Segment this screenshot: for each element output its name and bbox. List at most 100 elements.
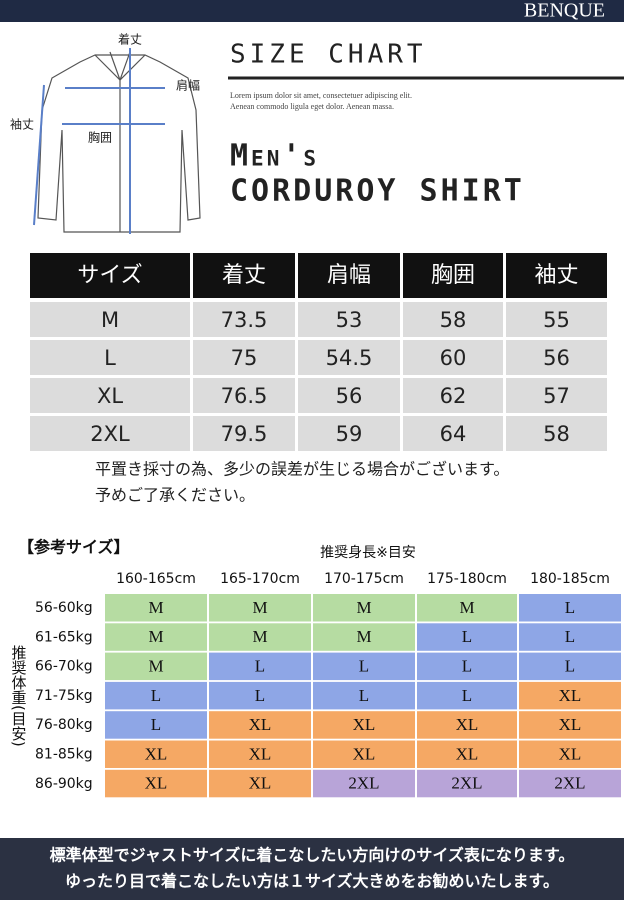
weight-header: 56-60kg	[35, 600, 93, 616]
table-cell-text: 58	[440, 308, 467, 332]
size-cell-text: XL	[353, 744, 376, 763]
footer-line: ゆったり目で着こなしたい方は１サイズ大きめをお勧めいたします。	[65, 872, 559, 891]
size-cell	[519, 681, 621, 710]
table-cell	[193, 302, 295, 337]
size-cell	[313, 740, 415, 768]
table-cell	[193, 378, 295, 413]
size-cell	[313, 681, 415, 710]
size-cell	[105, 711, 207, 739]
size-cell-text: M	[148, 657, 163, 676]
table-header-text: 肩幅	[327, 263, 371, 288]
size-cell-text: M	[459, 598, 474, 617]
table-cell	[298, 378, 400, 413]
table-cell-text: 75	[231, 346, 258, 370]
size-cell-text: L	[565, 657, 575, 676]
table-header-text: サイズ	[77, 263, 142, 288]
table-header-cell	[193, 253, 295, 298]
size-cell-text: M	[252, 627, 267, 646]
table-cell	[506, 340, 607, 375]
size-cell-text: M	[148, 598, 163, 617]
table-cell-text: 62	[440, 384, 467, 408]
size-cell-text: XL	[145, 774, 168, 793]
lorem-line: Lorem ipsum dolor sit amet, consectetuer…	[230, 91, 412, 100]
weight-header: 61-65kg	[35, 629, 93, 645]
size-cell-text: L	[565, 627, 575, 646]
table-cell	[30, 416, 190, 451]
size-cell-text: XL	[456, 744, 479, 763]
size-cell-text: L	[462, 686, 472, 705]
size-cell-text: 2XL	[451, 774, 482, 793]
size-cell-text: XL	[249, 744, 272, 763]
size-cell	[417, 711, 517, 739]
size-cell	[105, 594, 207, 622]
size-cell	[105, 623, 207, 651]
diagram-label: 袖丈	[10, 117, 34, 132]
size-cell-text: M	[252, 598, 267, 617]
table-cell	[506, 416, 607, 451]
size-cell	[209, 623, 311, 651]
table-cell-text: 60	[440, 346, 467, 370]
size-cell	[519, 769, 621, 798]
table-header-cell	[30, 253, 190, 298]
size-chart-heading: SIZE CHART	[230, 40, 427, 70]
table-cell	[193, 340, 295, 375]
table-cell-text: M	[101, 308, 119, 332]
weight-header: 81-85kg	[35, 747, 93, 763]
table-cell	[506, 378, 607, 413]
size-cell	[105, 652, 207, 681]
size-cell-text: XL	[145, 744, 168, 763]
table-cell	[403, 416, 503, 451]
size-cell	[519, 623, 621, 651]
diagram-label: 着丈	[118, 32, 142, 47]
size-cell	[519, 652, 621, 681]
size-cell	[417, 652, 517, 681]
size-cell	[519, 594, 621, 622]
size-cell-text: XL	[353, 715, 376, 734]
height-header: 165-170cm	[220, 571, 300, 587]
size-cell-text: L	[151, 686, 161, 705]
size-cell	[105, 769, 207, 798]
table-cell-text: 56	[336, 384, 363, 408]
table-header-text: 袖丈	[534, 263, 578, 288]
size-cell	[209, 594, 311, 622]
table-cell-text: 76.5	[221, 384, 268, 408]
lorem-line: Aenean commodo ligula eget dolor. Aenean…	[230, 102, 394, 111]
table-cell-text: XL	[97, 384, 123, 408]
size-cell-text: XL	[249, 774, 272, 793]
height-label: 推奨身長※目安	[320, 545, 416, 561]
product-name: Men's	[230, 139, 319, 174]
table-cell-text: 55	[543, 308, 570, 332]
brand: BENQUE	[524, 0, 605, 22]
size-cell	[209, 711, 311, 739]
diagram-label: 胸囲	[88, 130, 112, 145]
product-name: CORDUROY SHIRT	[230, 174, 525, 209]
size-cell	[417, 594, 517, 622]
table-cell	[30, 340, 190, 375]
table-cell-text: 58	[543, 422, 570, 446]
size-cell	[313, 652, 415, 681]
table-cell-text: 59	[336, 422, 363, 446]
weight-header: 76-80kg	[35, 717, 93, 733]
diagram-label: 肩幅	[176, 78, 200, 93]
table-cell-text: 73.5	[221, 308, 268, 332]
table-header-cell	[506, 253, 607, 298]
size-cell	[313, 769, 415, 798]
size-cell	[209, 681, 311, 710]
size-cell	[209, 740, 311, 768]
table-cell-text: 2XL	[90, 422, 130, 446]
size-cell-text: XL	[456, 715, 479, 734]
size-cell-text: XL	[559, 686, 582, 705]
table-cell	[506, 302, 607, 337]
size-cell	[313, 623, 415, 651]
size-cell	[519, 740, 621, 768]
size-cell-text: L	[359, 686, 369, 705]
height-header: 160-165cm	[116, 571, 196, 587]
footer-line: 標準体型でジャストサイズに着こなしたい方向けのサイズ表になります。	[50, 846, 575, 865]
size-cell	[313, 594, 415, 622]
size-cell	[417, 740, 517, 768]
table-cell	[403, 302, 503, 337]
size-cell-text: L	[359, 657, 369, 676]
table-cell	[403, 378, 503, 413]
size-cell-text: XL	[559, 715, 582, 734]
table-header-cell	[403, 253, 503, 298]
